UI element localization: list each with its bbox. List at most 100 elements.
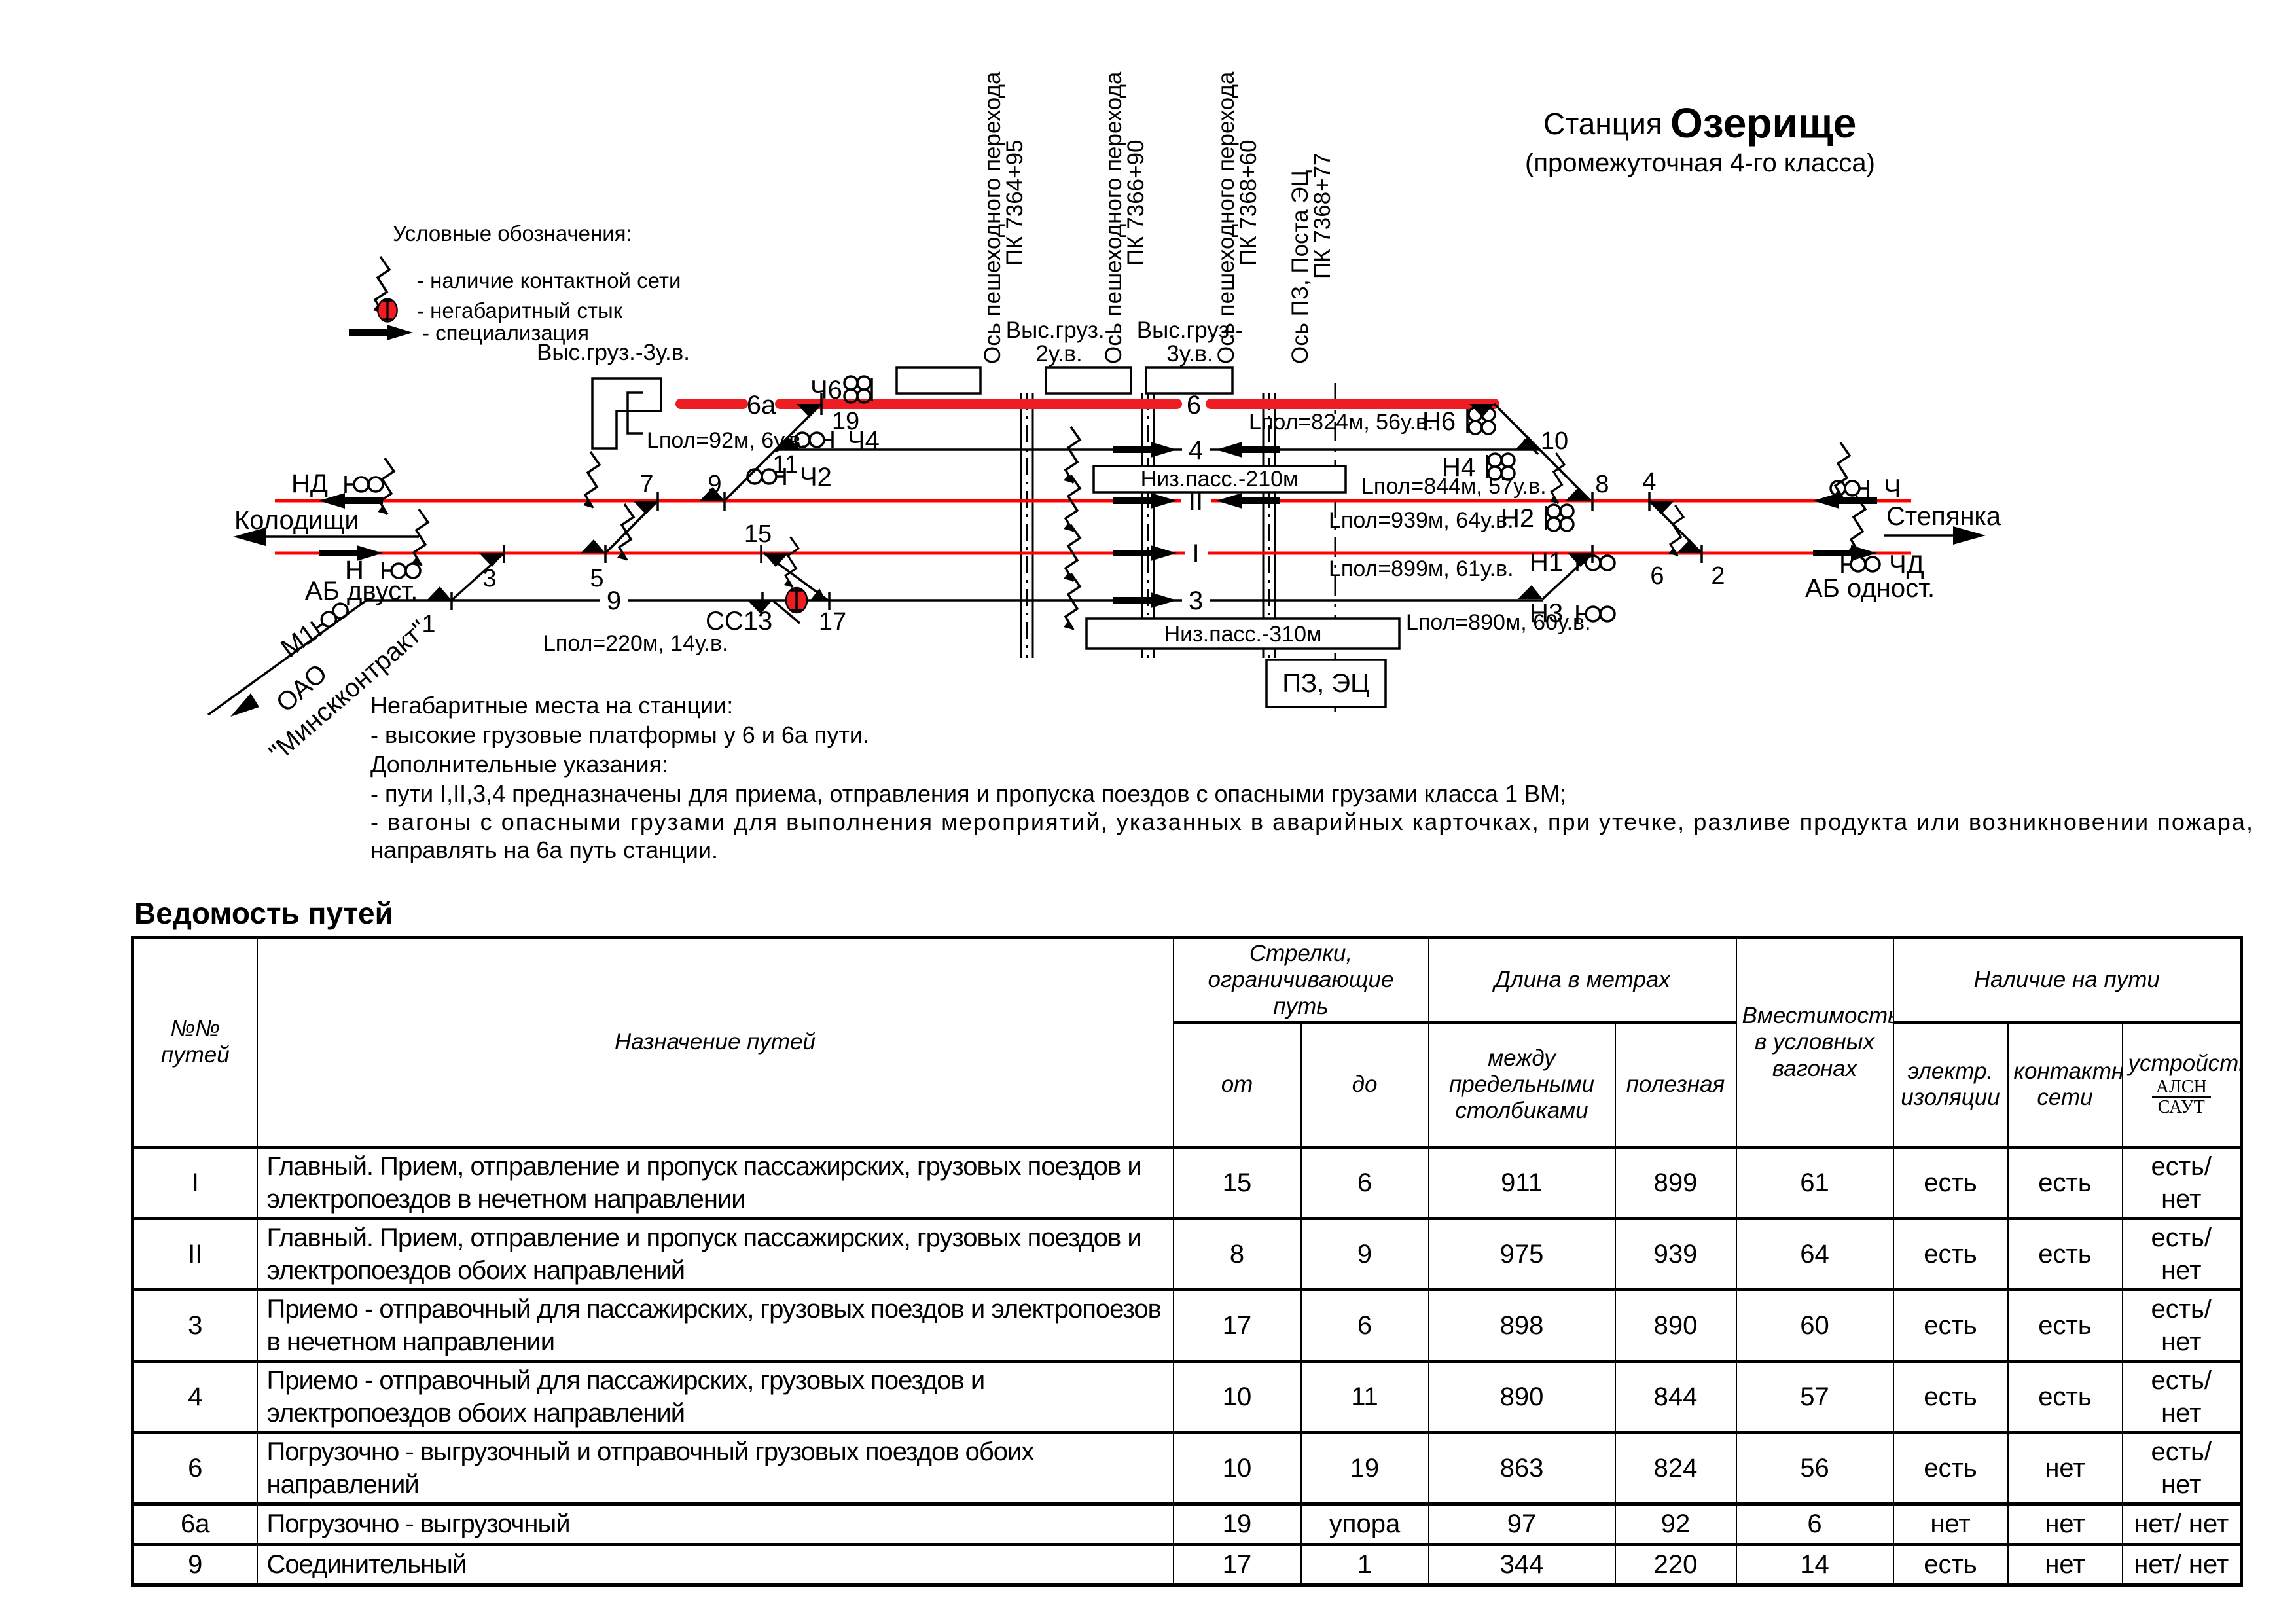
cell-purpose: Главный. Прием, отправление и пропуск па… (256, 1145, 1174, 1220)
ab-left-label: АБ двуст. (305, 577, 418, 605)
legend-joint-label: - негабаритный стык (417, 298, 623, 323)
track-4-label: 4 (1189, 436, 1203, 465)
notes-line1: Негабаритные места на станции: (370, 692, 733, 719)
track-9-label: 9 (607, 586, 621, 615)
cell-devices: есть/ нет (2121, 1216, 2242, 1291)
lpol-6: Lпол=824м, 56у.в. (1249, 410, 1434, 435)
signal-n3-label: Н3 (1530, 599, 1563, 628)
table-header: №№ путей Назначение путей Стрелки, огран… (132, 936, 2242, 1149)
cell-to: 19 (1300, 1430, 1429, 1506)
switch-9-11-19-diagonal (723, 403, 823, 502)
cell-between: 344 (1427, 1542, 1616, 1587)
post-ec-box (1265, 659, 1387, 708)
cell-el: есть (1892, 1216, 2009, 1291)
cell-devices: есть/ нет (2121, 1430, 2242, 1506)
high-platform-mid2-label-l1: Выс.груз.- (1137, 317, 1244, 343)
table-row: I Главный. Прием, отправление и пропуск п… (132, 1145, 2242, 1220)
cell-useful: 220 (1614, 1542, 1737, 1587)
cell-between: 975 (1427, 1216, 1616, 1291)
station-diagram-svg: Станция Озерище (промежуточная 4-го клас… (207, 71, 2253, 863)
header-between: между предельными столбиками (1427, 1020, 1616, 1149)
switch-8-label: 8 (1595, 471, 1609, 498)
cell-useful: 939 (1614, 1216, 1737, 1291)
spur-m1-line (207, 599, 368, 716)
cell-contact: есть (2007, 1145, 2123, 1220)
table-row: II Главный. Прием, отправление и пропуск … (132, 1216, 2242, 1291)
cell-from: 15 (1172, 1145, 1302, 1220)
crossing-axis-labels: Ось пешеходного перехода ПК 7364+95 Ось … (980, 71, 1335, 364)
axis1-name: Ось пешеходного перехода (980, 71, 1005, 364)
cell-num: 4 (132, 1359, 258, 1434)
signal-chd-icon (1841, 554, 1881, 574)
track-II-label: II (1189, 487, 1203, 516)
cell-devices: нет/ нет (2121, 1502, 2242, 1546)
switch-10-8-diagonal (1493, 403, 1592, 502)
switch-4-label: 4 (1642, 468, 1656, 496)
legend-title: Условные обозначения: (393, 221, 632, 245)
cell-purpose: Приемо - отправочный для пассажирских, г… (256, 1288, 1174, 1363)
signal-n-label: Н (345, 556, 364, 585)
direction-left-arrowhead (233, 528, 266, 546)
cell-devices: нет/ нет (2121, 1542, 2242, 1587)
low-platform-310-box (1085, 617, 1401, 650)
track-6a-label: 6а (747, 391, 776, 420)
track-3-label: 3 (1189, 586, 1203, 615)
cell-num: II (132, 1216, 258, 1291)
oversize-joint-icon (376, 297, 399, 323)
notes-line6: направлять на 6а путь станции. (370, 837, 718, 863)
cell-to: 6 (1300, 1145, 1429, 1220)
signal-n6-label: Н6 (1422, 407, 1456, 436)
axis3-pk: ПК 7368+60 (1236, 140, 1261, 266)
cell-from: 10 (1172, 1430, 1302, 1506)
signal-n6-icon (1466, 406, 1496, 435)
table-row: 6 Погрузочно - выгрузочный и отправочный … (132, 1430, 2242, 1506)
cell-capacity: 6 (1735, 1502, 1894, 1546)
oversize-joint-track9-icon (785, 586, 808, 614)
ss13-stub (771, 599, 801, 624)
header-from: от (1172, 1020, 1302, 1149)
switch-3-label: 3 (482, 565, 496, 592)
cell-capacity: 14 (1735, 1542, 1894, 1587)
header-useful: полезная (1614, 1020, 1737, 1149)
cell-num: 9 (132, 1542, 258, 1587)
signal-m1-label: М1 (276, 619, 322, 663)
switch-10-label: 10 (1541, 427, 1568, 455)
low-platform-310-label: Низ.пасс.-310м (1164, 622, 1322, 647)
ab-right-label: АБ одност. (1805, 574, 1935, 603)
cell-between: 890 (1427, 1359, 1616, 1434)
cell-capacity: 64 (1735, 1216, 1894, 1291)
cell-num: 6 (132, 1430, 258, 1506)
high-platform-mid2-label-l2: 3у.в. (1166, 341, 1213, 367)
lpol-I: Lпол=899м, 61у.в. (1329, 556, 1514, 581)
cell-purpose: Главный. Прием, отправление и пропуск па… (256, 1216, 1174, 1291)
header-devices-word: устройств (2128, 1051, 2242, 1077)
header-devices: устройств АЛСН САУТ (2121, 1020, 2242, 1149)
header-contact-net: контактной сети (2007, 1020, 2123, 1149)
table-title: Ведомость путей (134, 896, 393, 930)
cell-contact: есть (2007, 1216, 2123, 1291)
cell-useful: 890 (1614, 1288, 1737, 1363)
notes-line3: Дополнительные указания: (370, 751, 668, 778)
cell-useful: 824 (1614, 1430, 1737, 1506)
lpol-3: Lпол=890м, 60у.в. (1406, 610, 1591, 635)
notes-line4: - пути I,II,3,4 предназначены для приема… (370, 780, 1566, 807)
cell-el: есть (1892, 1542, 2009, 1587)
lpol-4: Lпол=844м, 57у.в. (1361, 474, 1547, 499)
lpol-II: Lпол=939м, 64у.в. (1329, 508, 1514, 533)
station-diagram: Станция Озерище (промежуточная 4-го клас… (207, 71, 2253, 863)
header-track-number: №№ путей (132, 936, 258, 1149)
cell-from: 8 (1172, 1216, 1302, 1291)
axis4-pk: ПК 7368+77 (1310, 153, 1335, 280)
cell-capacity: 57 (1735, 1359, 1894, 1434)
track-6-label: 6 (1187, 391, 1201, 420)
low-platform-210-label: Низ.пасс.-210м (1141, 467, 1299, 492)
cell-from: 19 (1172, 1502, 1302, 1546)
legend-contact-label: - наличие контактной сети (417, 268, 681, 293)
header-capacity: Вместимость в условных вагонах (1735, 936, 1894, 1149)
high-platform-mid1-label-l1: Выс.груз.- (1006, 317, 1113, 343)
cell-contact: нет (2007, 1502, 2123, 1546)
cell-capacity: 60 (1735, 1288, 1894, 1363)
cell-between: 863 (1427, 1430, 1616, 1506)
signal-ch6-label: Ч6 (810, 376, 842, 405)
